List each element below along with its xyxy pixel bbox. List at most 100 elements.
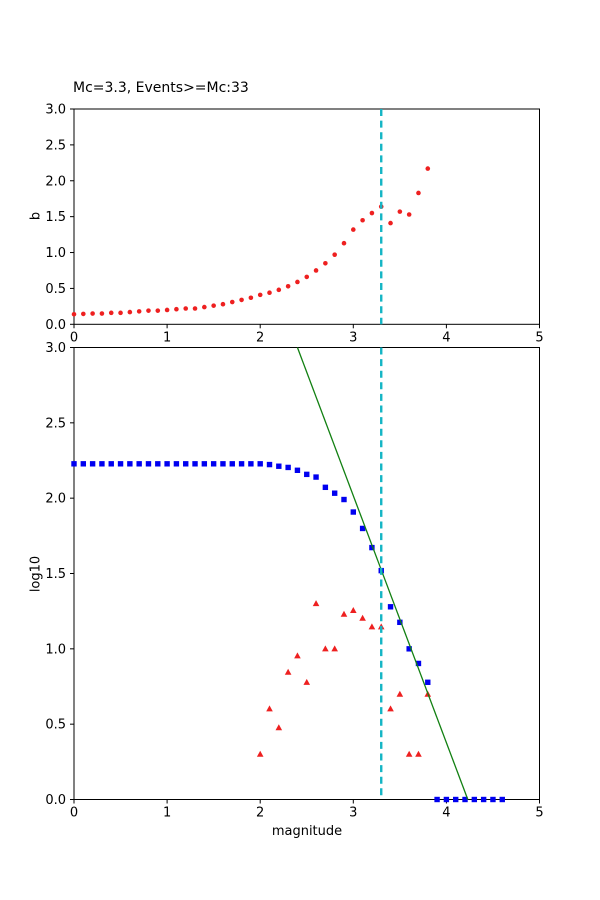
binned-event-count-log10 bbox=[256, 600, 432, 757]
data-point bbox=[323, 260, 328, 266]
data-point bbox=[276, 287, 282, 293]
x-tick-label: 2 bbox=[256, 806, 264, 821]
data-point bbox=[453, 796, 459, 803]
data-point bbox=[229, 461, 235, 467]
data-point bbox=[295, 279, 300, 285]
data-point bbox=[211, 303, 216, 308]
data-point bbox=[332, 252, 337, 257]
plot-spine bbox=[73, 347, 540, 800]
data-point bbox=[248, 295, 254, 301]
data-point bbox=[406, 212, 412, 217]
data-point bbox=[238, 461, 245, 467]
x-tick-label: 1 bbox=[163, 330, 171, 345]
data-point bbox=[81, 311, 86, 317]
data-point bbox=[359, 525, 366, 532]
data-point bbox=[202, 304, 207, 310]
data-point bbox=[80, 461, 87, 467]
x-tick-label: 5 bbox=[535, 330, 543, 345]
data-point bbox=[360, 217, 365, 223]
data-point bbox=[89, 461, 96, 467]
data-point bbox=[359, 614, 366, 621]
data-point bbox=[406, 646, 412, 652]
data-point bbox=[239, 297, 244, 303]
data-point bbox=[405, 750, 413, 757]
data-point bbox=[388, 220, 393, 226]
data-point bbox=[201, 461, 208, 467]
x-tick-label: 4 bbox=[442, 330, 450, 345]
data-point bbox=[108, 310, 114, 316]
data-point bbox=[71, 461, 77, 467]
data-point bbox=[285, 283, 291, 289]
data-point bbox=[248, 461, 254, 467]
x-axis-ticks: 0 1 2 3 4 5 bbox=[70, 799, 544, 821]
data-point bbox=[127, 309, 133, 315]
b-value-vs-cutoff-magnitude bbox=[71, 166, 431, 317]
data-point bbox=[127, 461, 133, 467]
data-point bbox=[90, 311, 95, 316]
y-axis-ticks: 0.0 0.5 1.0 1.5 2.0 2.5 3.0 bbox=[45, 103, 74, 333]
data-point bbox=[331, 490, 338, 496]
x-tick-label: 3 bbox=[349, 806, 357, 821]
plot-spine bbox=[73, 108, 540, 325]
data-point bbox=[304, 471, 310, 478]
y-tick-label: 2.0 bbox=[45, 492, 66, 507]
x-tick-label: 5 bbox=[535, 806, 543, 821]
data-point bbox=[313, 268, 319, 273]
data-point bbox=[210, 461, 217, 467]
bottom-plot-ylabel: log10 bbox=[28, 555, 44, 593]
plot-title: Mc=3.3, Events>=Mc:33 bbox=[73, 80, 249, 96]
data-point bbox=[155, 308, 161, 313]
data-point bbox=[183, 461, 189, 467]
data-point bbox=[304, 274, 310, 280]
y-tick-label: 2.0 bbox=[45, 174, 66, 189]
data-point bbox=[480, 796, 487, 803]
data-point bbox=[257, 292, 263, 298]
data-point bbox=[443, 796, 450, 803]
x-axis-ticks: 0 1 2 3 4 5 bbox=[70, 324, 544, 345]
data-point bbox=[220, 301, 226, 307]
y-tick-label: 2.5 bbox=[45, 138, 66, 153]
data-point bbox=[275, 724, 283, 731]
bottom-plot-xlabel: magnitude bbox=[271, 824, 343, 839]
data-point bbox=[276, 463, 282, 469]
data-point bbox=[415, 750, 422, 757]
data-point bbox=[387, 604, 394, 610]
y-tick-label: 1.5 bbox=[45, 567, 66, 582]
data-point bbox=[350, 509, 356, 515]
data-point bbox=[416, 190, 421, 196]
data-point bbox=[322, 484, 329, 491]
x-tick-label: 3 bbox=[349, 330, 357, 345]
bottom-plot: 0 1 2 3 4 5 0.0 0.5 1.0 1.5 2.0 2.5 3.0 bbox=[45, 341, 543, 821]
data-point bbox=[396, 690, 404, 697]
fit-line bbox=[296, 347, 469, 800]
data-point bbox=[499, 796, 505, 803]
x-tick-label: 0 bbox=[70, 330, 78, 345]
data-point bbox=[471, 796, 478, 803]
data-point bbox=[284, 668, 292, 675]
data-point bbox=[462, 796, 468, 803]
data-point bbox=[312, 600, 320, 607]
data-point bbox=[387, 705, 394, 712]
data-point bbox=[117, 461, 124, 467]
data-point bbox=[99, 311, 105, 316]
data-point bbox=[173, 461, 180, 467]
data-point bbox=[192, 306, 198, 311]
top-plot: 0 1 2 3 4 5 0.0 0.5 1.0 1.5 2.0 2.5 3.0 bbox=[45, 103, 543, 346]
data-point bbox=[183, 306, 189, 311]
data-point bbox=[99, 461, 105, 467]
y-tick-label: 0.0 bbox=[45, 793, 66, 808]
x-tick-label: 4 bbox=[442, 806, 450, 821]
data-point bbox=[303, 678, 311, 685]
data-point bbox=[71, 311, 77, 317]
x-tick-label: 2 bbox=[256, 330, 264, 345]
data-point bbox=[397, 619, 403, 626]
y-tick-label: 1.0 bbox=[45, 642, 66, 657]
data-point bbox=[425, 166, 431, 171]
data-point bbox=[164, 307, 170, 313]
data-point bbox=[351, 227, 356, 232]
data-point bbox=[285, 464, 291, 471]
data-point bbox=[174, 306, 179, 312]
data-point bbox=[322, 645, 329, 652]
